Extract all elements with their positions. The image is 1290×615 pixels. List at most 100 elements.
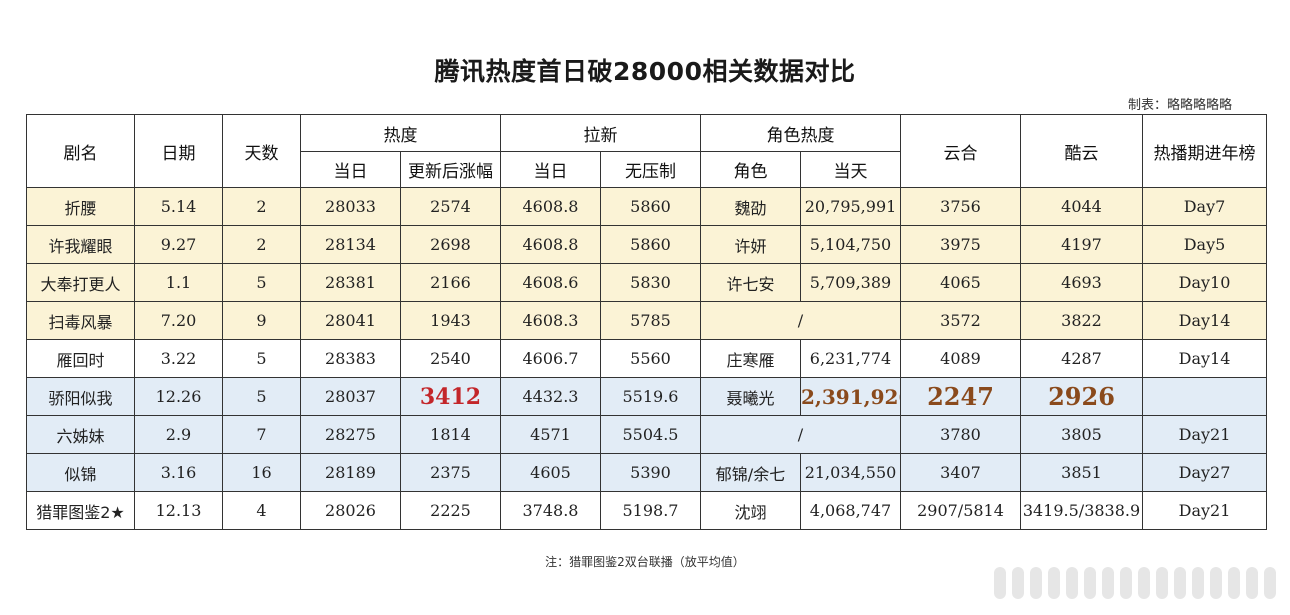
pager-dot — [1156, 567, 1168, 599]
cell-date: 9.27 — [134, 225, 223, 264]
header-days: 天数 — [222, 114, 301, 188]
cell-name: 许我耀眼 — [26, 225, 135, 264]
cell-heat-day: 28189 — [300, 453, 401, 492]
cell-lx-free: 5504.5 — [600, 415, 701, 454]
table-maker-credit: 制表：略略略略略 — [1127, 98, 1232, 113]
cell-kuyun: 4693 — [1020, 263, 1143, 302]
table-row: 六姊妹 2.9 7 28275 1814 4571 5504.5 / 3780 … — [26, 415, 1267, 454]
page-title: 腾讯热度首日破28000相关数据对比 — [434, 57, 856, 86]
cell-name: 大奉打更人 — [26, 263, 135, 302]
cell-date: 12.13 — [134, 491, 223, 530]
cell-yunhe-highlight: 2247 — [900, 377, 1021, 416]
cell-yunhe: 3407 — [900, 453, 1021, 492]
cell-days: 2 — [222, 187, 301, 226]
header-name: 剧名 — [26, 114, 135, 188]
cell-yunhe: 3975 — [900, 225, 1021, 264]
cell-heat-rise: 2698 — [400, 225, 501, 264]
cell-yunhe: 4065 — [900, 263, 1021, 302]
pager-dot — [994, 567, 1006, 599]
cell-role-day-highlight: 2,391,926 — [800, 377, 901, 416]
cell-date: 3.22 — [134, 339, 223, 378]
table-row: 似锦 3.16 16 28189 2375 4605 5390 郁锦/余七 21… — [26, 453, 1267, 492]
cell-yunhe: 3572 — [900, 301, 1021, 340]
pager-dot — [1264, 567, 1276, 599]
cell-role-day: 5,709,389 — [800, 263, 901, 302]
cell-role: 郁锦/余七 — [700, 453, 801, 492]
cell-heat-rise: 2574 — [400, 187, 501, 226]
cell-annual: Day10 — [1142, 263, 1267, 302]
cell-days: 9 — [222, 301, 301, 340]
cell-kuyun: 3851 — [1020, 453, 1143, 492]
pager-dot — [1246, 567, 1258, 599]
cell-heat-rise: 2375 — [400, 453, 501, 492]
cell-date: 5.14 — [134, 187, 223, 226]
cell-annual: Day14 — [1142, 301, 1267, 340]
header-annual: 热播期进年榜 — [1142, 114, 1267, 188]
cell-heat-rise: 2225 — [400, 491, 501, 530]
pager-dot — [1102, 567, 1114, 599]
cell-kuyun: 3419.5/3838.9 — [1020, 491, 1143, 530]
cell-name: 骄阳似我 — [26, 377, 135, 416]
highlight-value: 2926 — [1048, 382, 1115, 411]
cell-lx-day: 4608.8 — [500, 187, 601, 226]
header-lx-free: 无压制 — [600, 151, 701, 188]
cell-annual: Day14 — [1142, 339, 1267, 378]
cell-heat-day: 28037 — [300, 377, 401, 416]
cell-date: 12.26 — [134, 377, 223, 416]
cell-annual: Day21 — [1142, 415, 1267, 454]
header-role-heat: 角色热度 — [700, 114, 901, 152]
table-row: 雁回时 3.22 5 28383 2540 4606.7 5560 庄寒雁 6,… — [26, 339, 1267, 378]
cell-lx-day: 3748.8 — [500, 491, 601, 530]
pager-dot — [1012, 567, 1024, 599]
cell-lx-day: 4608.3 — [500, 301, 601, 340]
cell-lx-free: 5519.6 — [600, 377, 701, 416]
table-row: 大奉打更人 1.1 5 28381 2166 4608.6 5830 许七安 5… — [26, 263, 1267, 302]
cell-lx-free: 5560 — [600, 339, 701, 378]
pager-dot — [1066, 567, 1078, 599]
cell-heat-rise: 2166 — [400, 263, 501, 302]
cell-days: 7 — [222, 415, 301, 454]
cell-kuyun: 4287 — [1020, 339, 1143, 378]
cell-days: 5 — [222, 339, 301, 378]
cell-role: 魏劭 — [700, 187, 801, 226]
cell-lx-free: 5198.7 — [600, 491, 701, 530]
cell-days: 4 — [222, 491, 301, 530]
cell-kuyun: 3822 — [1020, 301, 1143, 340]
pager-dot — [1030, 567, 1042, 599]
highlight-value: 2247 — [927, 382, 994, 411]
cell-role-merged: / — [700, 415, 901, 454]
cell-lx-free: 5860 — [600, 225, 701, 264]
cell-annual: Day21 — [1142, 491, 1267, 530]
cell-kuyun: 3805 — [1020, 415, 1143, 454]
cell-heat-day: 28275 — [300, 415, 401, 454]
table-row: 扫毒风暴 7.20 9 28041 1943 4608.3 5785 / 357… — [26, 301, 1267, 340]
highlight-value: 3412 — [419, 383, 482, 410]
cell-lx-free: 5830 — [600, 263, 701, 302]
pager-dot — [1228, 567, 1240, 599]
cell-kuyun: 4197 — [1020, 225, 1143, 264]
cell-date: 3.16 — [134, 453, 223, 492]
cell-heat-day: 28134 — [300, 225, 401, 264]
cell-days: 2 — [222, 225, 301, 264]
cell-days: 16 — [222, 453, 301, 492]
cell-annual: Day5 — [1142, 225, 1267, 264]
pager-dot — [1174, 567, 1186, 599]
pager-dot — [1192, 567, 1204, 599]
cell-kuyun-highlight: 2926 — [1020, 377, 1143, 416]
cell-annual: Day27 — [1142, 453, 1267, 492]
cell-heat-rise: 2540 — [400, 339, 501, 378]
cell-yunhe: 3756 — [900, 187, 1021, 226]
highlight-value: 2,391,926 — [801, 384, 900, 409]
cell-heat-day: 28026 — [300, 491, 401, 530]
header-date: 日期 — [134, 114, 223, 188]
cell-role-day: 5,104,750 — [800, 225, 901, 264]
cell-lx-day: 4606.7 — [500, 339, 601, 378]
cell-heat-day: 28041 — [300, 301, 401, 340]
cell-date: 7.20 — [134, 301, 223, 340]
header-role: 角色 — [700, 151, 801, 188]
cell-days: 5 — [222, 263, 301, 302]
pager-dot — [1138, 567, 1150, 599]
comparison-table: 剧名 日期 天数 热度 拉新 角色热度 云合 酷云 热播期进年榜 当日 更新后涨… — [26, 114, 1267, 530]
cell-role: 许七安 — [700, 263, 801, 302]
cell-lx-free: 5390 — [600, 453, 701, 492]
